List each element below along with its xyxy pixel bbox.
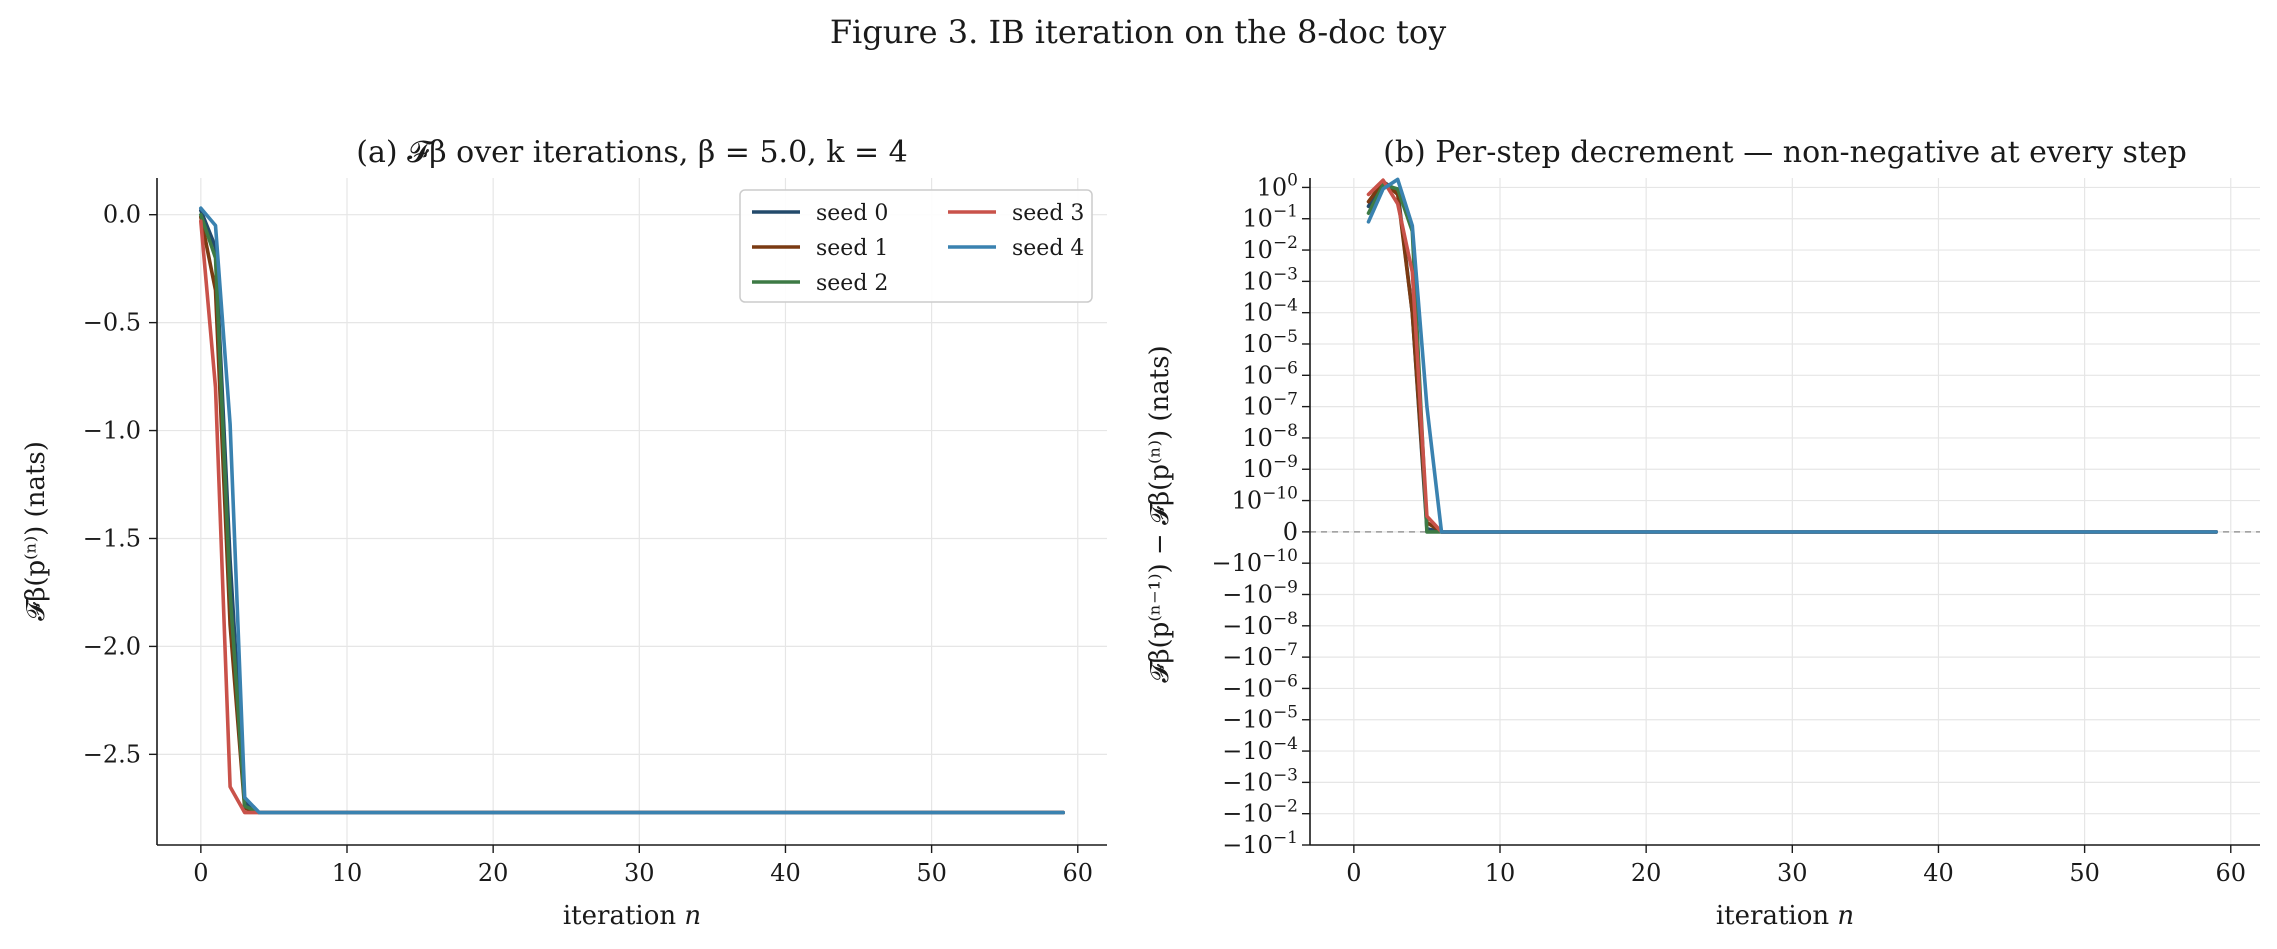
panel-a-y-tick-label: −2.5: [83, 740, 141, 768]
panel-b-ticks: 0 10 20 30 40 50 60 10010−110−210−310−410−510−6…: [1211, 170, 2246, 887]
legend-label-seed-2: seed 2: [816, 271, 888, 296]
panel-a-x-tick-label: 10: [332, 859, 363, 887]
panel-a-y-tick-label: −0.5: [83, 309, 141, 337]
panel-b-x-tick-label: 20: [1631, 859, 1662, 887]
panel-b-y-tick-label: 100: [1257, 170, 1298, 201]
panel-b-y-tick-label: −10−8: [1222, 609, 1298, 640]
panel-b-y-tick-label: −10−5: [1222, 703, 1298, 734]
panel-a-x-tick-label: 60: [1062, 859, 1093, 887]
panel-b-x-axis-label: iteration n: [1716, 901, 1854, 931]
panel-b-y-tick-label: 10−6: [1242, 358, 1298, 389]
panel-a-y-tick-label: −1.5: [83, 524, 141, 552]
panel-b-x-tick-label: 0: [1346, 859, 1361, 887]
panel-a-ticks: 0 10 20 30 40 50 60 0.0 −0.5 −1.0 −1.5 −2.0 −2.5: [83, 201, 1093, 887]
panel-a-y-tick-label: −1.0: [83, 417, 141, 445]
panel-a-legend-frame: [739, 189, 1093, 303]
panel-a-legend: seed 0 seed 1 seed 2 seed 3 seed 4: [739, 189, 1093, 303]
panel-a-x-tick-label: 0: [193, 859, 208, 887]
panel-b-y-tick-label: −10−6: [1222, 671, 1298, 702]
panel-b-y-tick-label: 10−10: [1232, 484, 1298, 515]
panel-a-x-tick-label: 50: [916, 859, 947, 887]
panel-a-series: [199, 206, 1065, 815]
panel-a-x-tick-label: 20: [478, 859, 509, 887]
figure-suptitle: Figure 3. IB iteration on the 8-doc toy: [830, 13, 1446, 51]
panel-b-y-tick-label: 10−3: [1242, 264, 1298, 295]
panel-b-series: [1366, 177, 2218, 534]
panel-a-x-tick-label: 40: [770, 859, 801, 887]
panel-a-series-line-seed-3: [199, 219, 1065, 815]
panel-a-chart: (a) 𝓕β over iterations, β = 5.0, k = 4 0…: [21, 135, 1107, 931]
panel-a-x-tick-label: 30: [624, 859, 655, 887]
panel-a-series-line-seed-4: [199, 206, 1065, 815]
legend-label-seed-4: seed 4: [1012, 236, 1084, 261]
panel-b-grid: [1310, 178, 2260, 846]
panel-b-y-tick-label: 10−4: [1242, 296, 1298, 327]
panel-b-y-axis-label: 𝓕β(p⁽ⁿ⁻¹⁾) − 𝓕β(p⁽ⁿ⁾) (nats): [1145, 345, 1175, 682]
panel-b-chart: (b) Per-step decrement — non-negative at…: [1145, 135, 2260, 931]
panel-b-y-tick-label: 10−7: [1242, 390, 1298, 421]
panel-b-y-tick-label: −10−2: [1222, 797, 1298, 828]
panel-b-y-tick-label: −10−9: [1222, 577, 1298, 608]
panel-b-y-tick-label: 10−1: [1242, 202, 1298, 233]
panel-a-series-line-seed-2: [199, 212, 1065, 815]
panel-b-title: (b) Per-step decrement — non-negative at…: [1383, 135, 2187, 170]
legend-label-seed-0: seed 0: [816, 201, 888, 226]
panel-b-y-tick-label: 0: [1283, 518, 1298, 546]
panel-a-x-axis-label: iteration n: [563, 901, 701, 931]
panel-a-y-tick-label: −2.0: [83, 632, 141, 660]
legend-label-seed-1: seed 1: [816, 236, 888, 261]
panel-b-axes: [1309, 178, 2260, 846]
panel-b-y-tick-label: 10−9: [1242, 452, 1298, 483]
panel-a-series-line-seed-1: [199, 215, 1065, 815]
panel-a-y-tick-label: 0.0: [103, 201, 141, 229]
panel-a-y-axis-label: 𝓕β(p⁽ⁿ⁾) (nats): [21, 441, 51, 621]
panel-b-y-tick-label: −10−4: [1222, 734, 1298, 765]
panel-b-x-tick-label: 30: [1777, 859, 1808, 887]
panel-b-y-tick-label: 10−8: [1242, 421, 1298, 452]
panel-b-y-tick-label: −10−7: [1222, 640, 1298, 671]
panel-b-x-tick-label: 60: [2215, 859, 2246, 887]
panel-b-x-tick-label: 10: [1485, 859, 1516, 887]
panel-a-title: (a) 𝓕β over iterations, β = 5.0, k = 4: [356, 135, 907, 170]
panel-b-series-line-seed-4: [1366, 177, 2218, 534]
panel-b-y-tick-label: −10−3: [1222, 765, 1298, 796]
legend-label-seed-3: seed 3: [1012, 201, 1084, 226]
panel-b-y-tick-label: 10−2: [1242, 233, 1298, 264]
panel-b-y-tick-label: −10−10: [1211, 546, 1298, 577]
panel-b-x-tick-label: 40: [1923, 859, 1954, 887]
panel-a-axes: [156, 178, 1107, 846]
panel-b-y-tick-label: −10−1: [1222, 828, 1298, 859]
panel-b-y-tick-label: 10−5: [1242, 327, 1298, 358]
panel-b-x-tick-label: 50: [2069, 859, 2100, 887]
